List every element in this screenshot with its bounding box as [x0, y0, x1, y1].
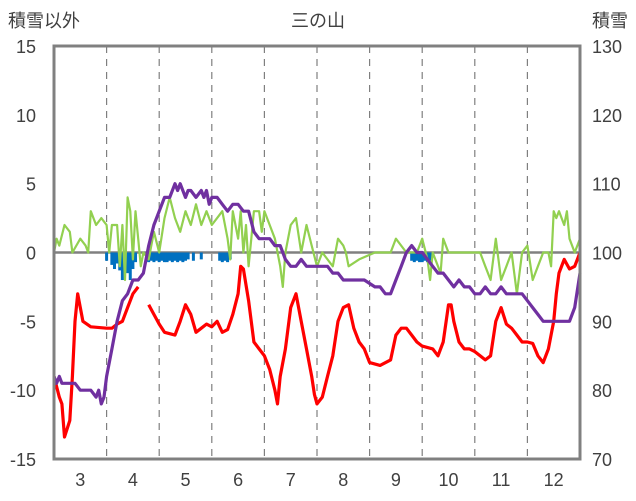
blue-bar — [418, 252, 422, 263]
blue-bar — [165, 252, 169, 263]
purple-series-line — [52, 182, 582, 406]
blue-bar — [420, 252, 424, 263]
blue-bar — [110, 252, 114, 265]
x-tick-label: 4 — [128, 470, 138, 490]
line-series — [52, 182, 582, 439]
red-series-line — [52, 285, 140, 439]
left-tick-label: 10 — [16, 106, 36, 126]
blue-bar — [178, 252, 182, 261]
right-tick-label: 70 — [592, 450, 612, 470]
blue-bar — [134, 252, 138, 263]
right-tick-label: 90 — [592, 312, 612, 332]
blue-bar — [191, 252, 195, 261]
left-tick-label: 0 — [26, 244, 36, 264]
blue-bar — [170, 252, 174, 263]
blue-bar — [186, 252, 190, 260]
right-axis-title: 積雪 — [592, 11, 628, 32]
blue-bar — [157, 252, 161, 263]
blue-bar — [126, 252, 130, 274]
blue-bar — [226, 252, 230, 263]
left-tick-label: -15 — [10, 450, 36, 470]
blue-bar — [112, 252, 116, 270]
blue-bar — [120, 252, 124, 281]
blue-bar — [152, 252, 156, 263]
x-tick-label: 11 — [492, 470, 511, 490]
x-tick-label: 5 — [180, 470, 190, 490]
x-tick-label: 7 — [286, 470, 296, 490]
left-tick-label: 5 — [26, 175, 36, 195]
blue-bar — [160, 252, 164, 261]
green-series-line — [52, 196, 582, 295]
blue-bar — [428, 252, 432, 261]
tick-labels: 15 10 5 0 -5 -10 -15 130 120 110 100 90 80 70 3 4 5 6 7 8 9 1… — [10, 37, 622, 490]
chart-title: 三の山 — [291, 11, 345, 32]
x-tick-label: 10 — [438, 470, 458, 490]
red-series-line — [147, 251, 582, 406]
left-tick-label: 15 — [16, 37, 36, 57]
blue-bar — [412, 252, 416, 263]
blue-bar — [149, 252, 153, 261]
blue-bar — [115, 252, 119, 264]
blue-bar — [181, 252, 185, 263]
right-tick-label: 120 — [592, 106, 622, 126]
x-tick-label: 12 — [544, 470, 564, 490]
right-tick-label: 100 — [592, 244, 622, 264]
blue-bar — [173, 252, 177, 261]
blue-bar — [168, 252, 172, 261]
right-tick-label: 80 — [592, 381, 612, 401]
x-tick-label: 3 — [75, 470, 85, 490]
blue-bar — [218, 252, 222, 261]
blue-bar — [128, 252, 132, 281]
x-tick-label: 6 — [233, 470, 243, 490]
x-tick-label: 9 — [391, 470, 401, 490]
left-axis-title: 積雪以外 — [8, 11, 80, 32]
blue-bar — [199, 252, 203, 260]
blue-bar — [131, 252, 135, 270]
right-tick-label: 110 — [592, 175, 621, 195]
x-tick-label: 8 — [338, 470, 348, 490]
grid — [54, 46, 580, 459]
blue-bar — [223, 252, 227, 261]
blue-bar — [155, 252, 159, 261]
right-tick-label: 130 — [592, 37, 622, 57]
blue-bar — [162, 252, 166, 263]
blue-bar — [105, 252, 109, 261]
blue-bar-series — [105, 252, 432, 281]
blue-bar — [184, 252, 187, 261]
plot-frame — [52, 44, 582, 461]
left-tick-label: -10 — [10, 381, 36, 401]
blue-bar — [410, 252, 414, 261]
blue-bar — [176, 252, 180, 263]
left-tick-label: -5 — [20, 312, 36, 332]
blue-bar — [220, 252, 224, 263]
blue-bar — [415, 252, 419, 261]
